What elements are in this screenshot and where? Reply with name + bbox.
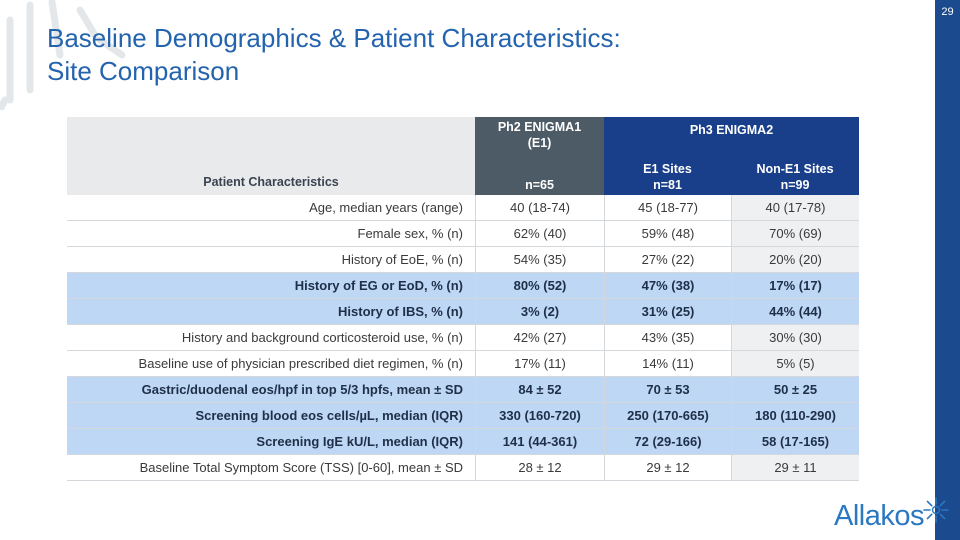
table-cell: 47% (38) [604, 273, 731, 299]
title: Baseline Demographics & Patient Characte… [47, 22, 621, 88]
table-cell: 44% (44) [731, 299, 859, 325]
table-cell: 330 (160-720) [475, 403, 604, 429]
row-label: History of EG or EoD, % (n) [67, 273, 475, 299]
table-cell: 59% (48) [604, 221, 731, 247]
table-cell: 54% (35) [475, 247, 604, 273]
header-cell: n=99 [780, 178, 810, 192]
header-cell: n=81 [653, 178, 682, 192]
row-label: History of EoE, % (n) [67, 247, 475, 273]
row-label: Gastric/duodenal eos/hpf in top 5/3 hpfs… [67, 377, 475, 403]
row-label: Screening IgE kU/L, median (IQR) [67, 429, 475, 455]
sidebar [935, 0, 960, 540]
table-cell: 17% (11) [475, 351, 604, 377]
row-label: Age, median years (range) [67, 195, 475, 221]
table-cell: 180 (110-290) [731, 403, 859, 429]
table-cell: 72 (29-166) [604, 429, 731, 455]
table-cell: 29 ± 11 [731, 455, 859, 481]
table-cell: 70 ± 53 [604, 377, 731, 403]
table-cell: 3% (2) [475, 299, 604, 325]
table-cell: 43% (35) [604, 325, 731, 351]
row-label: Screening blood eos cells/µL, median (IQ… [67, 403, 475, 429]
row-label: Baseline use of physician prescribed die… [67, 351, 475, 377]
table-cell: 31% (25) [604, 299, 731, 325]
title-line: Baseline Demographics & Patient Characte… [47, 23, 621, 53]
header-bg [604, 117, 859, 195]
table-cell: 40 (17-78) [731, 195, 859, 221]
table-cell: 17% (17) [731, 273, 859, 299]
table-cell: 29 ± 12 [604, 455, 731, 481]
table-cell: 28 ± 12 [475, 455, 604, 481]
table-cell: 42% (27) [475, 325, 604, 351]
logo-icon [923, 497, 949, 523]
row-label: Female sex, % (n) [67, 221, 475, 247]
header-cell: Non-E1 Sites [756, 162, 834, 176]
header-cell: E1 Sites [643, 162, 692, 176]
table-cell: 84 ± 52 [475, 377, 604, 403]
table-cell: 20% (20) [731, 247, 859, 273]
header-cell: n=65 [525, 178, 554, 192]
table-cell: 141 (44-361) [475, 429, 604, 455]
header-cell: Patient Characteristics [203, 175, 339, 189]
title-line: Site Comparison [47, 56, 240, 86]
table-cell: 30% (30) [731, 325, 859, 351]
header-bg [67, 117, 475, 195]
table-cell: 5% (5) [731, 351, 859, 377]
row-label: History of IBS, % (n) [67, 299, 475, 325]
table-cell: 250 (170-665) [604, 403, 731, 429]
table-cell: 40 (18-74) [475, 195, 604, 221]
table-cell: 58 (17-165) [731, 429, 859, 455]
row-label: Baseline Total Symptom Score (TSS) [0-60… [67, 455, 475, 481]
table-cell: 45 (18-77) [604, 195, 731, 221]
table-cell: 70% (69) [731, 221, 859, 247]
table-cell: 80% (52) [475, 273, 604, 299]
decor-burst [0, 0, 126, 110]
logo: Allakos [834, 500, 925, 532]
header-cell: Ph3 ENIGMA2 [689, 123, 774, 137]
table-cell: 14% (11) [604, 351, 731, 377]
page-number: 29 [941, 6, 954, 18]
header-bg [475, 117, 604, 195]
header-cell: Ph2 ENIGMA1 [497, 120, 582, 134]
table-cell: 50 ± 25 [731, 377, 859, 403]
row-label: History and background corticosteroid us… [67, 325, 475, 351]
table-cell: 62% (40) [475, 221, 604, 247]
header-cell: (E1) [527, 136, 552, 150]
table-cell: 27% (22) [604, 247, 731, 273]
